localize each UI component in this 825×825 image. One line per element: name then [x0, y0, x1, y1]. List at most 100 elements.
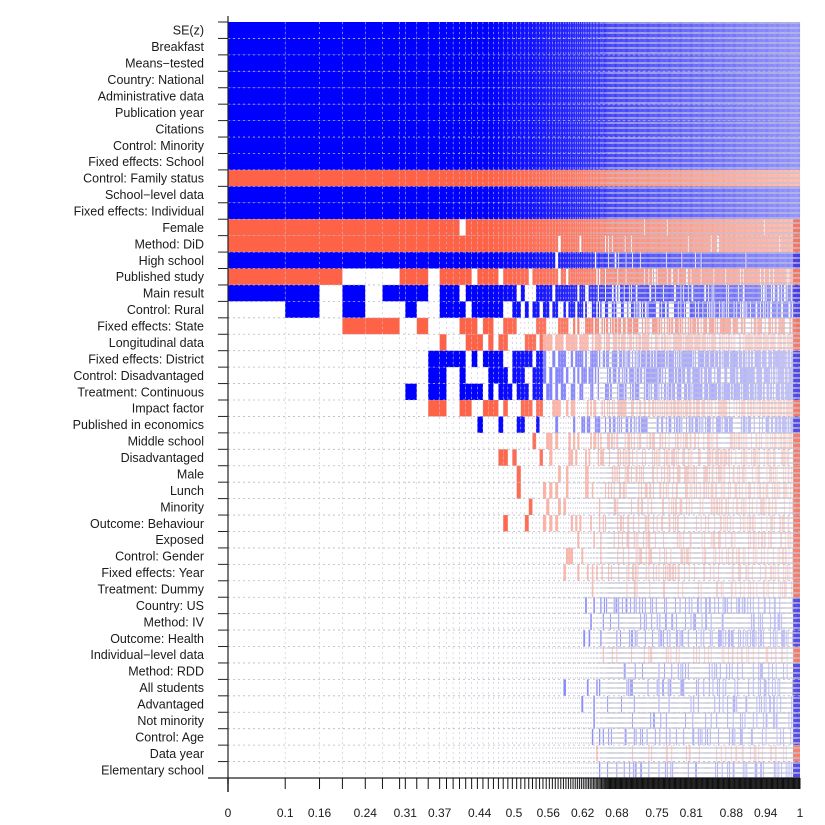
model-cell — [765, 137, 767, 154]
model-cell — [643, 252, 645, 269]
model-cell — [775, 169, 777, 187]
model-cell — [570, 284, 574, 302]
model-cell — [524, 219, 529, 236]
model-cell — [788, 22, 790, 39]
model-cell — [528, 186, 533, 203]
model-cell — [664, 252, 665, 269]
model-cell — [319, 153, 343, 170]
model-cell — [728, 219, 730, 236]
model-cell — [606, 235, 608, 253]
model-cell — [628, 268, 630, 285]
model-cell — [581, 38, 584, 55]
model-cell — [687, 169, 689, 187]
model-cell — [742, 169, 744, 187]
model-cell — [651, 235, 653, 253]
model-cell — [610, 186, 612, 203]
model-cell — [662, 153, 664, 170]
model-cell — [732, 284, 734, 302]
model-cell — [671, 219, 673, 236]
model-cell — [740, 87, 742, 105]
model-cell — [516, 38, 521, 55]
model-cell — [588, 202, 591, 220]
model-cell — [560, 202, 564, 220]
model-cell — [594, 169, 597, 187]
model-cell — [782, 235, 783, 253]
model-cell — [683, 268, 685, 285]
model-cell — [651, 22, 653, 39]
model-cell — [679, 104, 681, 121]
model-cell — [715, 284, 717, 302]
model-cell — [405, 169, 417, 187]
model-cell — [573, 186, 576, 203]
model-cell — [614, 219, 616, 236]
model-cell — [750, 219, 751, 236]
model-cell — [708, 22, 710, 39]
model-cell — [782, 284, 783, 302]
model-cell — [701, 169, 703, 187]
model-cell — [612, 235, 614, 253]
model-cell — [664, 137, 665, 154]
model-cell — [629, 268, 631, 285]
model-cell — [706, 22, 708, 39]
model-cell — [793, 137, 795, 154]
model-cell — [664, 268, 665, 285]
model-cell — [577, 120, 580, 138]
model-cell — [737, 87, 739, 105]
model-cell — [772, 120, 774, 138]
model-cell — [786, 202, 788, 220]
model-cell — [669, 87, 671, 105]
model-cell — [692, 71, 694, 88]
model-cell — [602, 169, 604, 187]
model-cell — [657, 252, 659, 269]
model-cell — [671, 137, 673, 154]
model-cell — [577, 153, 580, 170]
model-cell — [793, 186, 795, 203]
model-cell — [721, 317, 723, 335]
model-cell — [563, 104, 566, 121]
model-cell — [674, 169, 675, 187]
model-cell — [782, 153, 783, 170]
model-cell — [536, 301, 540, 318]
model-cell — [798, 87, 800, 105]
model-cell — [558, 317, 561, 335]
model-cell — [683, 104, 685, 121]
model-cell — [618, 38, 620, 55]
model-cell — [772, 235, 774, 253]
model-cell — [760, 22, 762, 39]
model-cell — [606, 219, 608, 236]
model-cell — [640, 153, 642, 170]
variable-row — [228, 87, 801, 105]
model-cell — [794, 137, 796, 154]
model-cell — [670, 22, 672, 39]
model-cell — [721, 38, 723, 55]
model-cell — [654, 120, 656, 138]
model-cell — [581, 71, 584, 88]
model-cell — [764, 219, 766, 236]
model-cell — [609, 284, 611, 302]
model-cell — [657, 120, 659, 138]
model-cell — [565, 186, 569, 203]
model-cell — [683, 186, 685, 203]
model-cell — [630, 186, 632, 203]
model-cell — [779, 268, 781, 285]
model-cell — [781, 137, 783, 154]
model-cell — [664, 169, 665, 187]
model-cell — [787, 153, 789, 170]
model-cell — [599, 202, 601, 220]
model-cell — [799, 71, 801, 88]
model-cell — [791, 120, 793, 138]
model-cell — [607, 252, 609, 269]
model-cell — [761, 202, 763, 220]
model-cell — [706, 153, 708, 170]
model-cell — [446, 38, 454, 55]
model-cell — [365, 38, 383, 55]
model-cell — [654, 153, 656, 170]
model-cell — [752, 54, 754, 72]
model-cell — [679, 71, 681, 88]
model-cell — [546, 104, 550, 121]
model-cell — [755, 235, 757, 253]
model-cell — [560, 284, 564, 302]
model-cell — [755, 252, 757, 269]
model-cell — [428, 153, 440, 170]
model-cell — [696, 54, 697, 72]
